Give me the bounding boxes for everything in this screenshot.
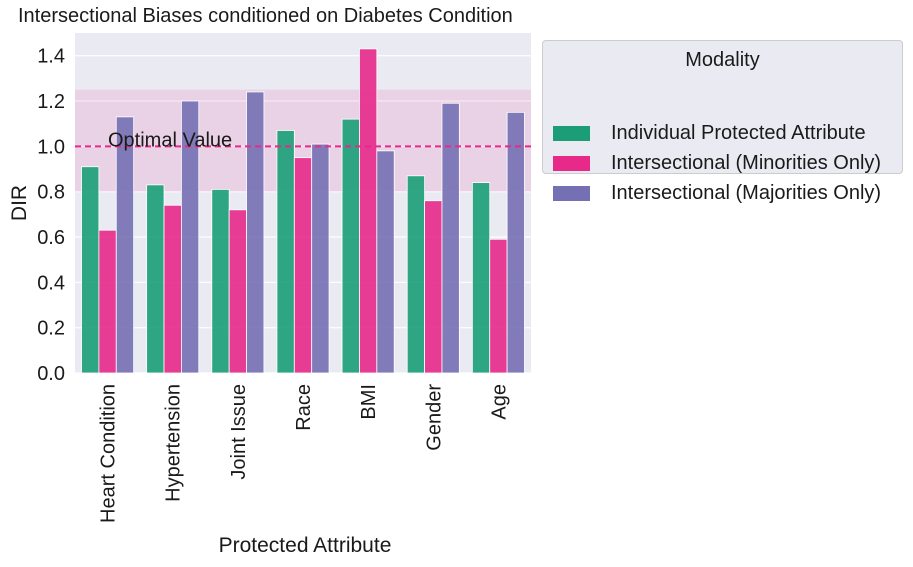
bar xyxy=(489,238,508,374)
bar xyxy=(424,200,443,374)
x-tick-label: Hypertension xyxy=(163,384,185,502)
bar xyxy=(441,102,460,374)
legend-item: Intersectional (Majorities Only) xyxy=(553,182,881,204)
legend-label: Intersectional (Minorities Only) xyxy=(611,151,882,174)
bar xyxy=(506,111,525,374)
bar xyxy=(311,143,330,374)
y-axis-label: DIR xyxy=(8,185,31,221)
y-tick-label: 0.0 xyxy=(37,363,65,385)
chart-title: Intersectional Biases conditioned on Dia… xyxy=(18,5,513,27)
bar xyxy=(98,229,117,374)
x-tick-label: Race xyxy=(293,384,315,431)
x-axis-label: Protected Attribute xyxy=(219,534,392,557)
y-tick-label: 1.0 xyxy=(37,136,65,158)
x-tick-label: Heart Condition xyxy=(98,384,120,523)
bar xyxy=(163,204,182,374)
bar xyxy=(180,100,200,374)
bar xyxy=(341,118,360,374)
legend-item: Individual Protected Attribute xyxy=(553,122,866,144)
legend-swatch-individual xyxy=(553,125,590,141)
bar xyxy=(81,166,100,374)
legend-swatch-majorities xyxy=(553,185,590,201)
legend-label: Intersectional (Majorities Only) xyxy=(611,181,882,204)
legend-swatch-minorities xyxy=(553,155,590,171)
y-tick-label: 1.4 xyxy=(37,46,65,68)
x-tick-label: Age xyxy=(488,384,510,420)
x-tick-label: Joint Issue xyxy=(228,384,250,480)
reference-line-label: Optimal Value xyxy=(108,129,232,151)
x-tick-label: BMI xyxy=(358,384,380,420)
legend-item: Intersectional (Minorities Only) xyxy=(553,152,881,174)
x-tick-label: Gender xyxy=(423,384,445,451)
y-tick-label: 1.2 xyxy=(37,91,65,113)
legend-label: Individual Protected Attribute xyxy=(611,121,866,144)
bar xyxy=(115,116,135,374)
y-tick-label: 0.2 xyxy=(37,318,65,340)
bar xyxy=(276,130,295,374)
bar xyxy=(376,150,395,374)
bar xyxy=(293,157,313,374)
legend-title: Modality xyxy=(685,49,760,71)
bar xyxy=(406,175,426,374)
bar xyxy=(471,182,491,374)
bar xyxy=(359,48,378,374)
bar xyxy=(228,209,247,374)
y-tick-label: 0.6 xyxy=(37,227,65,249)
bar xyxy=(211,188,230,374)
legend: Modality Individual Protected Attribute … xyxy=(542,40,903,204)
bar xyxy=(146,184,165,374)
y-tick-label: 0.4 xyxy=(37,272,65,294)
y-tick-label: 0.8 xyxy=(37,182,65,204)
bar xyxy=(246,91,265,374)
